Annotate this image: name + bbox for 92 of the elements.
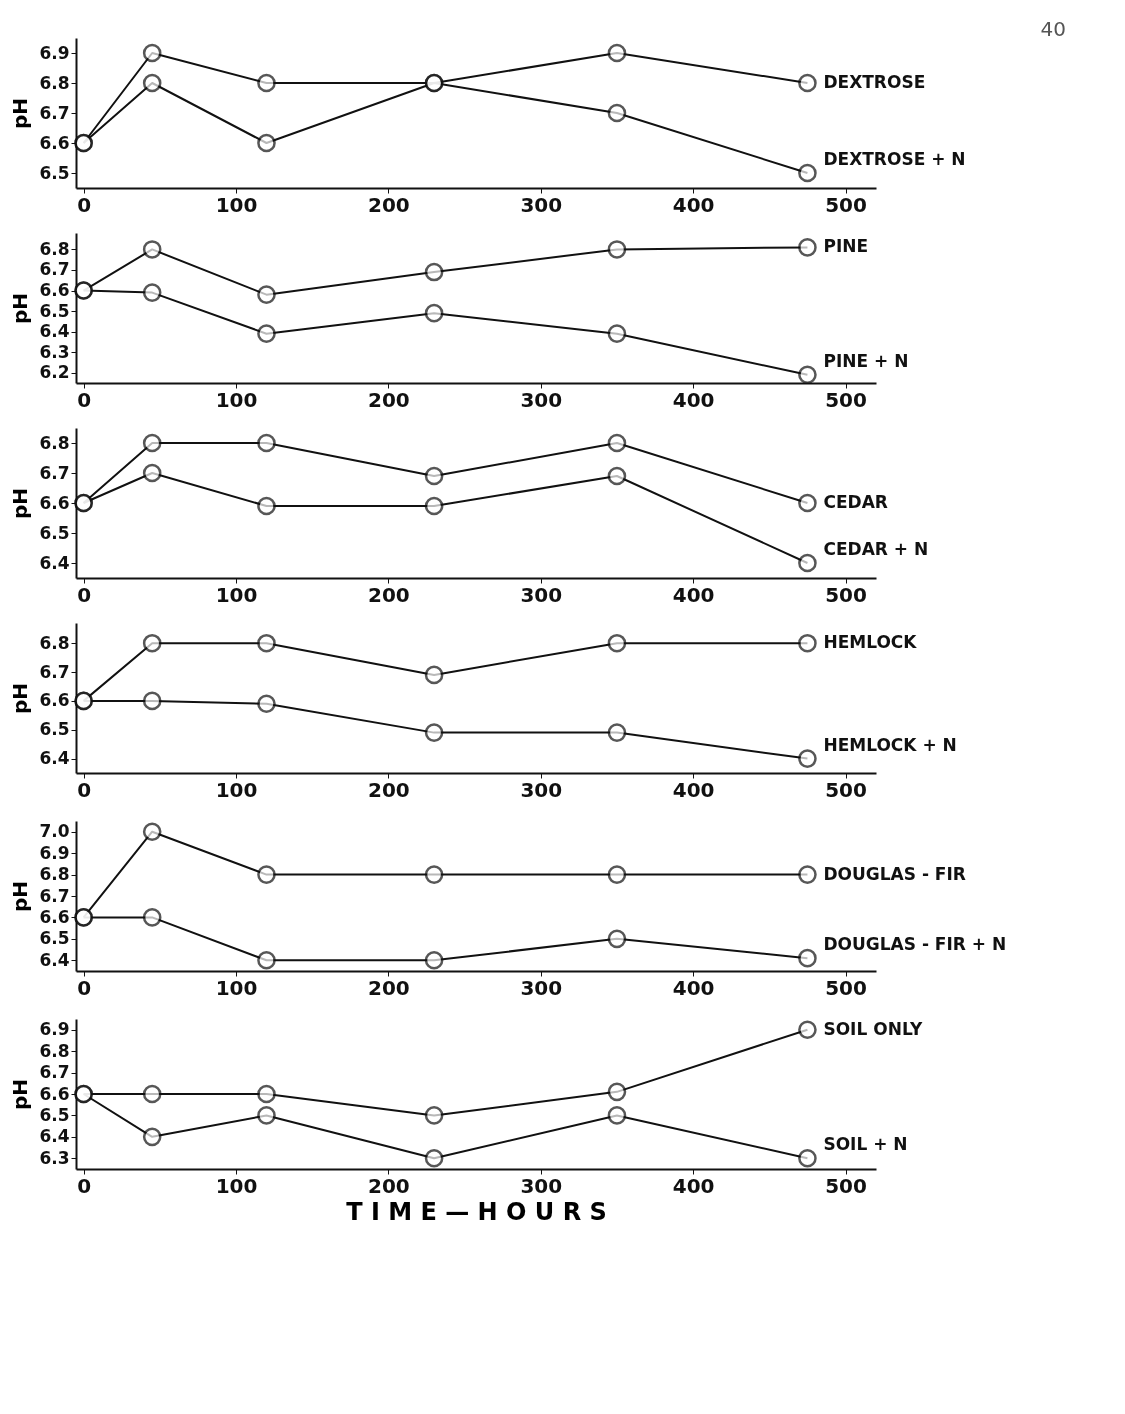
y-tick-label: 6.4 (39, 321, 70, 342)
x-tick-label: 100 (215, 777, 258, 802)
x-tick-label: 300 (520, 387, 563, 412)
y-tick-label: 6.5 (39, 300, 70, 321)
text: 40 (1040, 17, 1066, 41)
y-tick-label: 6.4 (39, 949, 70, 970)
y-tick-label: 6.8 (39, 864, 70, 885)
y-tick-label: 6.3 (39, 1147, 70, 1168)
y-tick-label: 6.9 (39, 1019, 70, 1040)
x-tick-label: 500 (825, 975, 867, 1000)
y-tick-label: 6.4 (39, 552, 70, 573)
y-tick-label: 6.4 (39, 1126, 70, 1147)
series-label: DOUGLAS - FIR (823, 863, 966, 884)
series-label: CEDAR + N (823, 539, 929, 559)
x-tick-label: 0 (77, 192, 92, 217)
series-label: PINE (823, 236, 869, 257)
x-tick-label: 500 (825, 777, 867, 802)
y-axis-title: pH (8, 880, 33, 913)
x-tick-label: 100 (215, 975, 258, 1000)
y-tick-label: 6.8 (39, 1040, 70, 1061)
y-tick-label: 6.7 (39, 102, 70, 123)
y-tick-label: 6.5 (39, 522, 70, 543)
y-tick-label: 6.6 (39, 492, 70, 513)
y-tick-label: 7.0 (39, 821, 70, 842)
y-tick-label: 6.8 (39, 432, 70, 453)
x-tick-label: 400 (672, 582, 715, 607)
x-tick-label: 500 (825, 387, 867, 412)
x-tick-label: 400 (672, 777, 715, 802)
y-tick-label: 6.6 (39, 906, 70, 927)
x-tick-label: 500 (825, 582, 867, 607)
y-tick-label: 6.6 (39, 280, 70, 301)
x-tick-label: 100 (215, 1173, 258, 1198)
series-label: HEMLOCK (823, 632, 918, 653)
x-tick-label: 500 (825, 1173, 867, 1198)
y-tick-label: 6.8 (39, 72, 70, 93)
x-tick-label: 200 (368, 582, 410, 607)
y-tick-label: 6.6 (39, 1083, 70, 1104)
x-tick-label: 400 (672, 387, 715, 412)
x-axis-title: T I M E — H O U R S (346, 1197, 607, 1226)
x-tick-label: 100 (215, 387, 258, 412)
series-label: HEMLOCK + N (823, 734, 957, 755)
x-tick-label: 100 (215, 192, 258, 217)
series-label: DEXTROSE + N (823, 149, 966, 169)
y-tick-label: 6.9 (39, 42, 70, 63)
x-tick-label: 300 (520, 582, 563, 607)
series-label: CEDAR (823, 492, 888, 512)
y-axis-title: pH (8, 292, 33, 325)
y-tick-label: 6.3 (39, 341, 70, 362)
series-label: SOIL ONLY (823, 1018, 924, 1039)
y-tick-label: 6.6 (39, 690, 70, 711)
x-tick-label: 400 (672, 192, 715, 217)
y-tick-label: 6.2 (39, 362, 70, 383)
x-tick-label: 200 (368, 777, 410, 802)
series-label: PINE + N (823, 350, 909, 371)
series-label: DEXTROSE (823, 72, 926, 92)
y-tick-label: 6.5 (39, 928, 70, 949)
y-tick-label: 6.7 (39, 1062, 70, 1083)
y-axis-title: pH (8, 97, 33, 130)
series-label: SOIL + N (823, 1134, 908, 1155)
x-tick-label: 0 (77, 582, 92, 607)
series-label: DOUGLAS - FIR + N (823, 934, 1007, 955)
x-tick-label: 500 (825, 192, 867, 217)
x-tick-label: 300 (520, 192, 563, 217)
x-tick-label: 300 (520, 777, 563, 802)
y-tick-label: 6.9 (39, 842, 70, 863)
y-tick-label: 6.7 (39, 661, 70, 682)
x-tick-label: 0 (77, 777, 92, 802)
x-tick-label: 0 (77, 387, 92, 412)
y-tick-label: 6.8 (39, 632, 70, 653)
x-tick-label: 200 (368, 192, 410, 217)
y-axis-title: pH (8, 682, 33, 715)
x-tick-label: 200 (368, 975, 410, 1000)
x-tick-label: 300 (520, 975, 563, 1000)
x-tick-label: 400 (672, 1173, 715, 1198)
y-tick-label: 6.4 (39, 748, 70, 769)
x-tick-label: 200 (368, 387, 410, 412)
y-tick-label: 6.5 (39, 162, 70, 183)
x-tick-label: 400 (672, 975, 715, 1000)
y-tick-label: 6.6 (39, 132, 70, 153)
x-tick-label: 100 (215, 582, 258, 607)
y-tick-label: 6.7 (39, 885, 70, 906)
y-tick-label: 6.7 (39, 462, 70, 483)
y-tick-label: 6.5 (39, 1104, 70, 1125)
y-axis-title: pH (8, 487, 33, 520)
y-tick-label: 6.8 (39, 238, 70, 259)
y-axis-title: pH (8, 1078, 33, 1111)
x-tick-label: 0 (77, 975, 92, 1000)
x-tick-label: 200 (368, 1173, 410, 1198)
y-tick-label: 6.7 (39, 259, 70, 280)
x-tick-label: 300 (520, 1173, 563, 1198)
y-tick-label: 6.5 (39, 719, 70, 740)
x-tick-label: 0 (77, 1173, 92, 1198)
